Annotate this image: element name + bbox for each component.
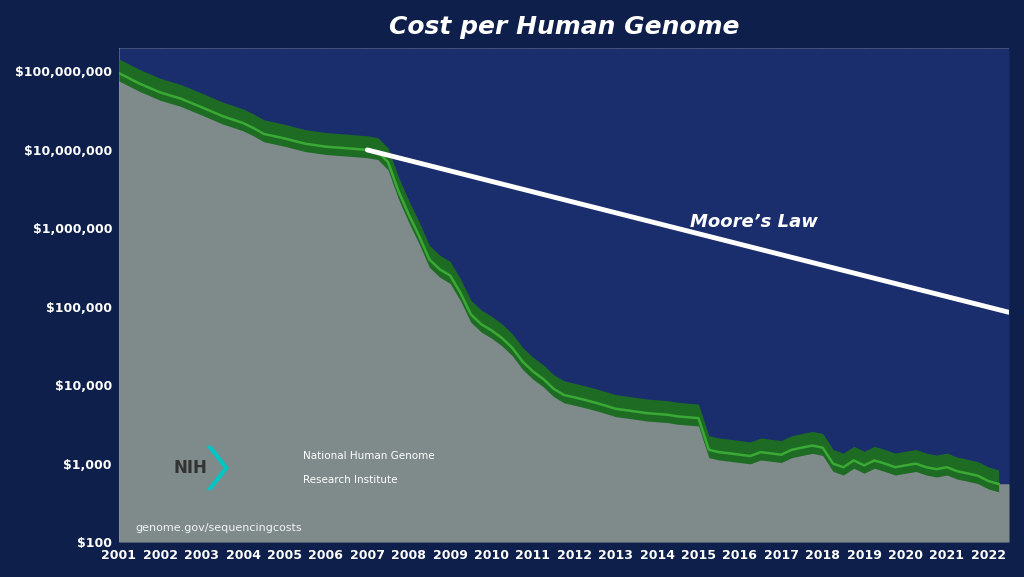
Text: National Human Genome: National Human Genome: [303, 451, 434, 461]
Polygon shape: [206, 445, 229, 490]
Text: genome.gov/sequencingcosts: genome.gov/sequencingcosts: [135, 523, 302, 533]
Text: NIH: NIH: [173, 459, 207, 477]
Title: Cost per Human Genome: Cost per Human Genome: [389, 15, 739, 39]
Text: Moore’s Law: Moore’s Law: [690, 213, 818, 231]
Text: Research Institute: Research Institute: [303, 475, 397, 485]
